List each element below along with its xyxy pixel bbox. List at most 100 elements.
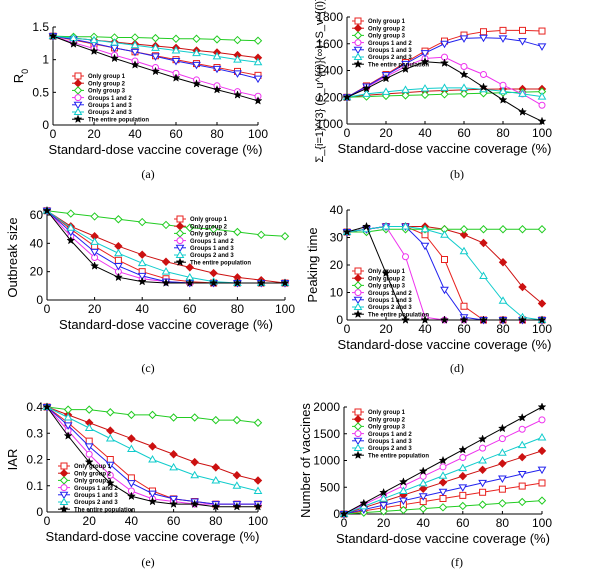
data-point [479,444,487,452]
legend-marker [353,31,363,40]
data-point [42,206,52,215]
legend-label: Groups 1 and 2 [190,239,234,245]
data-point [479,271,488,279]
data-point [253,418,263,427]
data-point [401,60,410,69]
legend-marker [74,94,82,102]
legend-marker [175,257,185,267]
data-point [459,89,469,98]
legend-marker [74,72,82,80]
data-point [127,480,136,488]
data-point [362,221,371,231]
data-point [253,96,263,105]
data-point [517,471,527,479]
legend-label: Groups 2 and 3 [368,446,412,452]
data-point [232,502,242,511]
data-point [538,479,546,487]
series-5 [42,207,290,288]
y-tick-label: 1600 [316,37,343,51]
data-point [110,53,119,63]
legend-marker [353,296,363,305]
data-point [479,238,488,248]
data-point [498,296,508,304]
data-point [127,444,136,452]
x-tick-label: 60 [457,322,471,336]
data-point [440,90,449,99]
legend-label: Groups 1 and 3 [88,103,132,109]
data-point [63,413,73,421]
legend-label: Only group 3 [368,425,406,431]
legend-marker [176,237,184,245]
data-point [440,40,449,49]
legend-marker [73,78,83,88]
data-point [192,34,201,43]
series-5 [48,33,263,84]
x-tick-label: 100 [532,322,552,336]
series-7 [339,402,547,518]
data-point [42,402,52,411]
legend-label: Groups 1 and 2 [88,96,132,102]
data-point [253,75,263,84]
data-point [379,494,388,502]
data-point [161,278,171,287]
legend-marker [73,114,83,124]
data-point [420,315,430,324]
y-tick-label: 500 [320,480,340,494]
data-point [518,482,526,490]
chart-panel-e: 0 20 40 60 80 100 0 0.1 0.2 0.3 0.4 Standard-dose v… [5,400,268,544]
legend-marker [59,491,69,500]
data-point [478,465,487,475]
data-point [402,253,409,261]
data-point [137,258,147,267]
x-axis-label: Standard-dose vaccine coverage (%) [49,142,263,157]
legend-marker [353,23,363,33]
legend-label: Only group 1 [74,464,112,470]
data-point [90,248,99,257]
y-axis-label: Number of vaccines [298,403,313,518]
data-point [538,27,546,35]
x-tick-label: 40 [136,302,150,316]
legend-marker [353,281,363,290]
data-point [537,446,547,456]
legend-label: The entire population [88,117,149,123]
legend-marker [59,504,69,514]
legend-label: Groups 1 and 3 [190,246,234,252]
series-7 [342,221,547,324]
data-point [127,474,135,482]
x-tick-label: 60 [183,302,197,316]
y-tick-label: 1000 [313,454,340,468]
y-axis-label: R0 [11,69,30,83]
data-point [401,91,410,100]
data-point [106,471,114,479]
y-tick-label: 0.4 [26,400,43,414]
data-point [190,413,199,422]
data-point [233,70,242,78]
data-point [418,484,428,493]
legend-label: Only group 2 [190,224,228,230]
x-tick-label: 40 [125,514,139,528]
x-tick-label: 100 [248,127,268,141]
panel-caption: (b) [450,167,464,181]
data-point [48,31,58,40]
data-point [381,268,391,278]
data-point [438,455,448,465]
x-tick-label: 100 [532,126,552,140]
legend-label: Only group 2 [88,81,126,87]
data-point [498,475,507,483]
panel-caption: (d) [450,361,464,375]
y-tick-label: 0 [336,313,343,327]
y-tick-label: 1400 [316,64,343,78]
data-point [381,87,391,95]
y-tick-label: 60 [30,208,44,222]
data-point [379,487,389,497]
data-point [498,315,508,324]
data-point [438,471,448,479]
legend-label: Groups 1 and 3 [74,493,118,499]
x-tick-label: 60 [167,514,181,528]
data-point [441,256,448,263]
data-point [151,66,160,76]
x-tick-label: 0 [344,322,351,336]
data-point [69,39,78,48]
